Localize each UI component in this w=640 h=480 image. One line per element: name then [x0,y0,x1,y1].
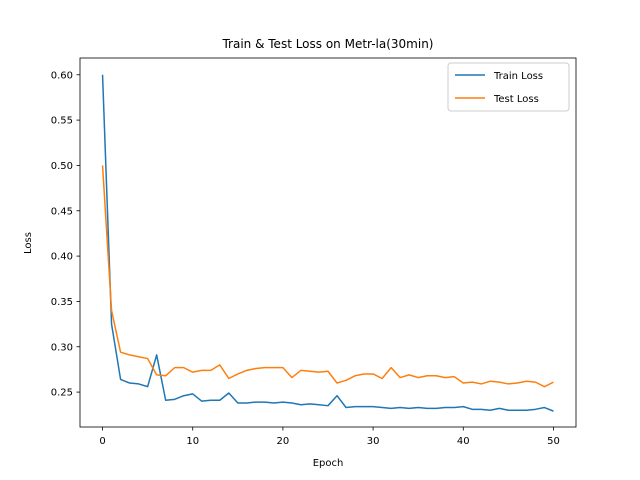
x-tick-label: 40 [457,436,470,447]
legend: Train Loss Test Loss [447,62,570,112]
y-axis: 0.25 0.30 0.35 0.40 0.45 0.50 0.55 0.60 [51,70,80,399]
y-tick-label: 0.55 [51,116,73,127]
legend-train-label: Train Loss [493,71,543,82]
plot-area [79,57,577,428]
legend-test-label: Test Loss [493,94,539,105]
y-tick-label: 0.50 [51,161,73,172]
y-tick-label: 0.30 [51,342,73,353]
plot-frame [79,57,577,428]
x-axis: 0 10 20 30 40 50 [99,427,560,447]
y-tick-label: 0.40 [51,252,73,263]
train-loss-line [101,74,554,412]
y-tick-label: 0.25 [51,388,73,399]
y-tick-label: 0.45 [51,206,73,217]
series-lines [101,74,554,412]
y-tick-label: 0.35 [51,297,73,308]
x-tick-label: 30 [367,436,380,447]
y-axis-label: Loss [23,232,34,254]
chart-title: Train & Test Loss on Metr-la(30min) [221,37,433,51]
x-tick-label: 10 [186,436,199,447]
y-tick-label: 0.60 [51,70,73,81]
test-loss-line [101,165,554,388]
x-tick-label: 50 [547,436,560,447]
x-tick-label: 0 [99,436,105,447]
x-tick-label: 20 [277,436,290,447]
x-axis-label: Epoch [313,458,344,469]
